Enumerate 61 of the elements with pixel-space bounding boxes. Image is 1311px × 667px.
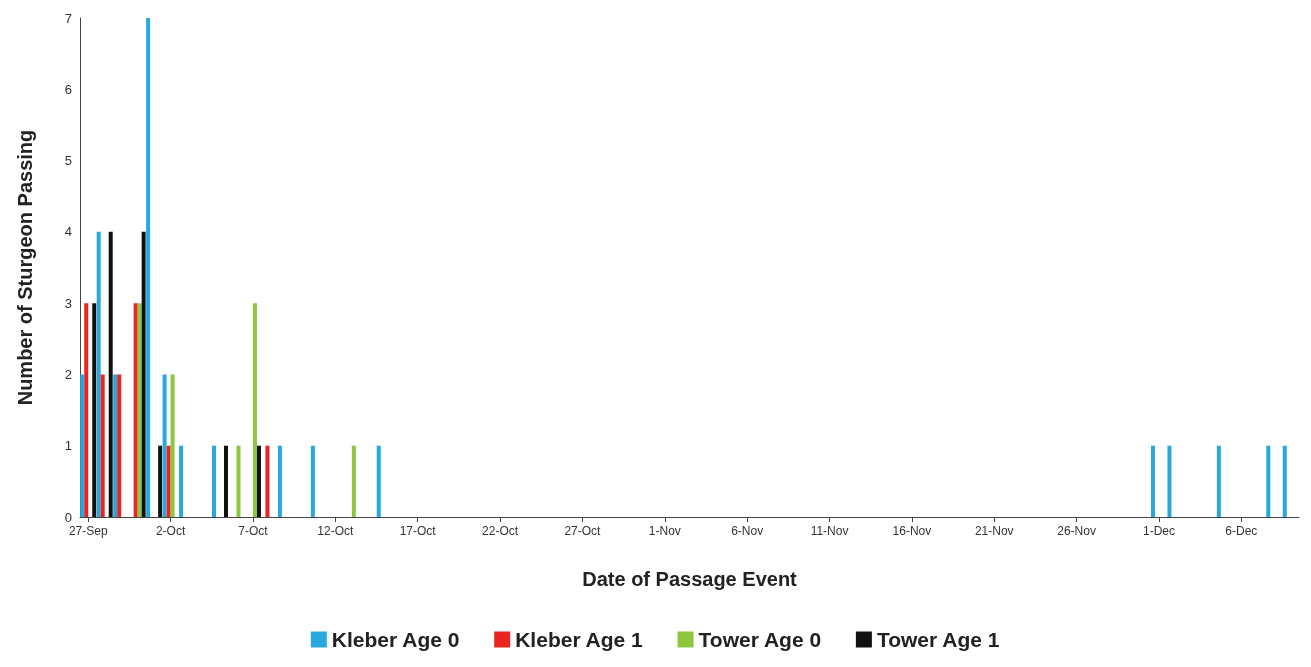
bar: [92, 303, 97, 517]
bar: [80, 374, 85, 517]
y-axis-title: Number of Sturgeon Passing: [14, 129, 36, 406]
y-tick-label: 0: [64, 509, 72, 525]
bar: [113, 374, 118, 517]
bar: [351, 445, 356, 517]
x-tick-label: 27-Oct: [564, 524, 602, 538]
x-tick-label: 22-Oct: [482, 524, 519, 538]
y-tick-label: 7: [64, 10, 72, 26]
bar: [236, 445, 241, 517]
x-tick-label: 16-Nov: [892, 524, 932, 538]
y-tick-label: 3: [64, 295, 72, 311]
bar: [1282, 445, 1287, 517]
x-tick-label: 2-Oct: [155, 524, 186, 538]
bar: [1150, 445, 1155, 517]
x-tick-label: 11-Nov: [810, 524, 849, 538]
bar: [265, 445, 270, 517]
legend-label: Kleber Age 0: [331, 628, 460, 651]
y-tick-label: 5: [64, 153, 72, 169]
x-tick-label: 6-Dec: [1225, 524, 1258, 538]
bar: [1167, 445, 1172, 517]
bar: [256, 445, 261, 517]
x-tick-label: 6-Nov: [731, 524, 764, 538]
bar: [252, 303, 257, 517]
bar: [96, 231, 101, 517]
bar: [179, 445, 184, 517]
y-tick-label: 1: [64, 438, 72, 454]
bar: [224, 445, 229, 517]
x-tick-label: 26-Nov: [1057, 524, 1096, 538]
bar: [146, 18, 151, 517]
bar: [100, 374, 105, 517]
bar: [166, 445, 171, 517]
bar: [212, 445, 217, 517]
x-axis-title: Date of Passage Event: [582, 568, 798, 590]
y-tick-label: 6: [64, 81, 72, 97]
bar: [376, 445, 381, 517]
bar: [162, 374, 167, 517]
bar: [158, 445, 163, 517]
bar: [1266, 445, 1271, 517]
x-tick-label: 21-Nov: [974, 524, 1014, 538]
bar: [277, 445, 282, 517]
bar: [1216, 445, 1221, 517]
x-tick-label: 17-Oct: [399, 524, 437, 538]
bar: [84, 303, 89, 517]
x-tick-label: 27-Sep: [68, 524, 108, 538]
x-tick-label: 7-Oct: [238, 524, 269, 538]
bar: [141, 231, 146, 517]
x-tick-label: 12-Oct: [317, 524, 354, 538]
bar: [117, 374, 122, 517]
bar: [137, 303, 142, 517]
bar: [108, 231, 113, 517]
bar: [133, 303, 138, 517]
x-tick-label: 1-Nov: [648, 524, 681, 538]
y-tick-label: 4: [64, 224, 72, 240]
legend-label: Tower Age 0: [698, 628, 822, 651]
bar: [310, 445, 315, 517]
legend-label: Tower Age 1: [876, 628, 1000, 651]
x-tick-label: 1-Dec: [1142, 524, 1175, 538]
legend-label: Kleber Age 1: [515, 628, 644, 651]
y-tick-label: 2: [64, 366, 72, 382]
bar: [170, 374, 175, 517]
